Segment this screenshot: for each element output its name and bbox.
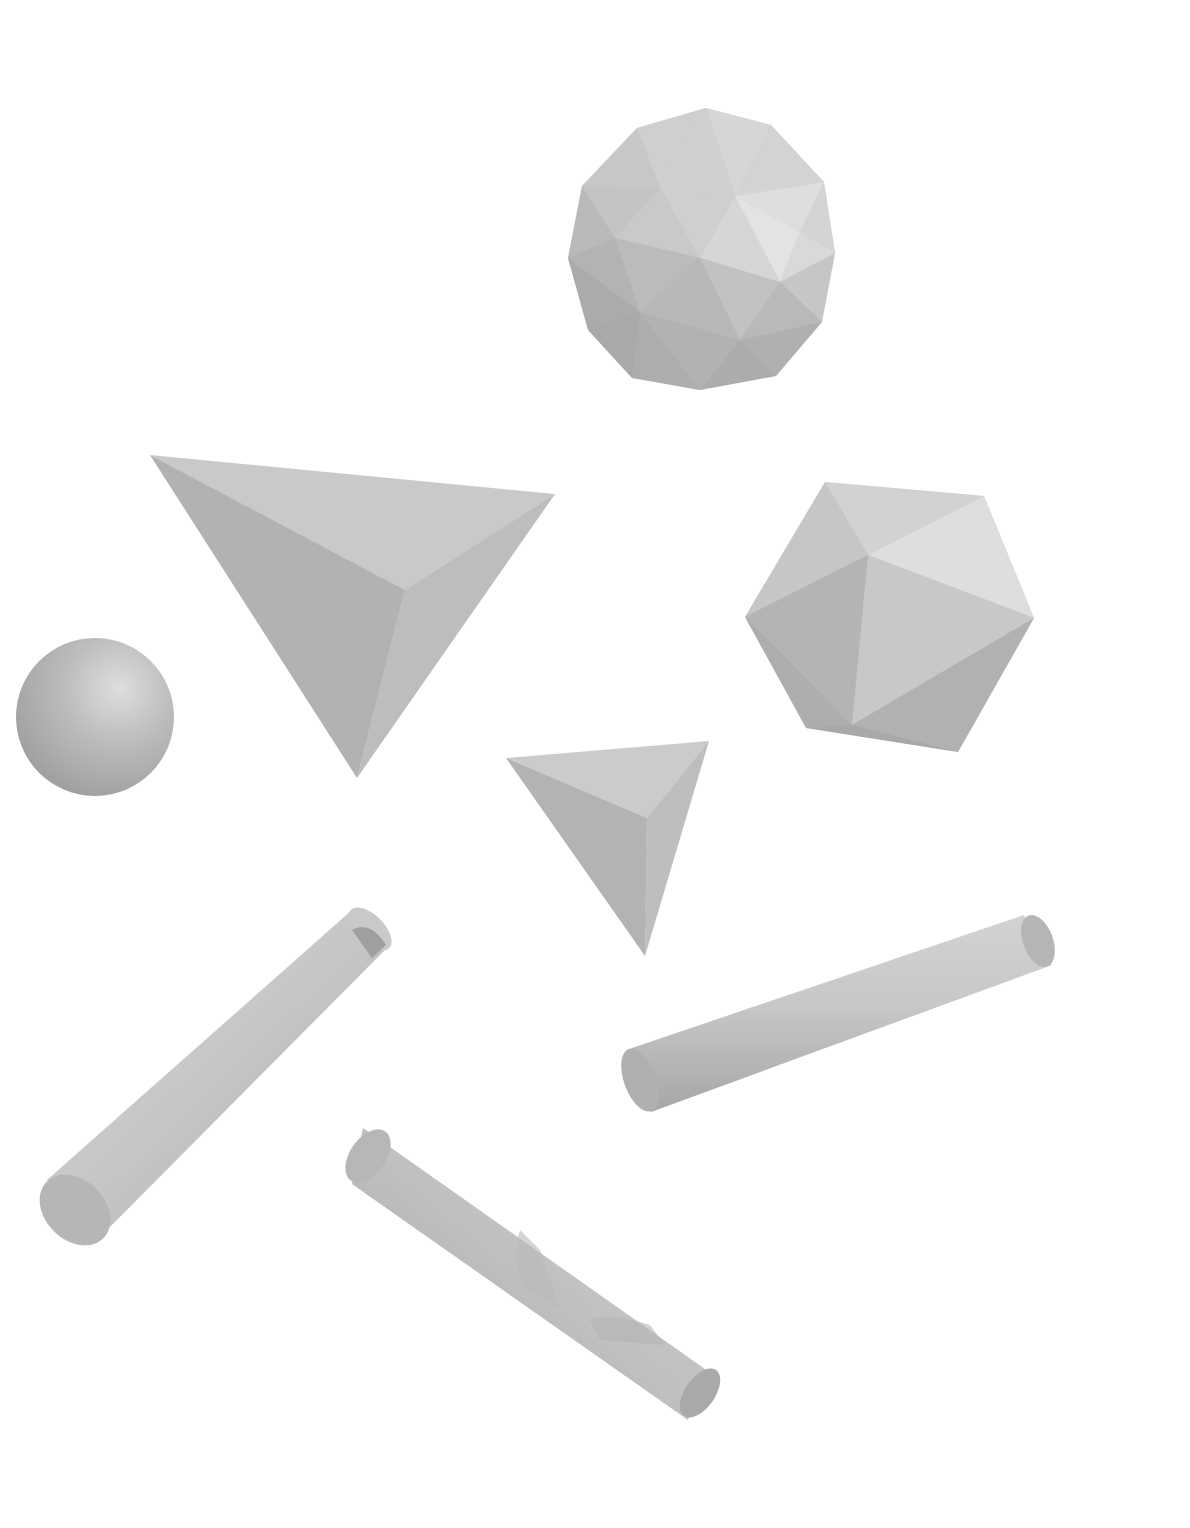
large-tetrahedron <box>150 455 555 778</box>
icosahedron <box>745 482 1034 752</box>
cylinder-bottom <box>345 1128 721 1420</box>
cylinder-left <box>39 907 392 1246</box>
small-tetrahedron <box>506 741 709 956</box>
cylinder-right <box>621 915 1055 1112</box>
small-sphere <box>16 638 174 796</box>
geodesic-sphere <box>568 108 835 390</box>
